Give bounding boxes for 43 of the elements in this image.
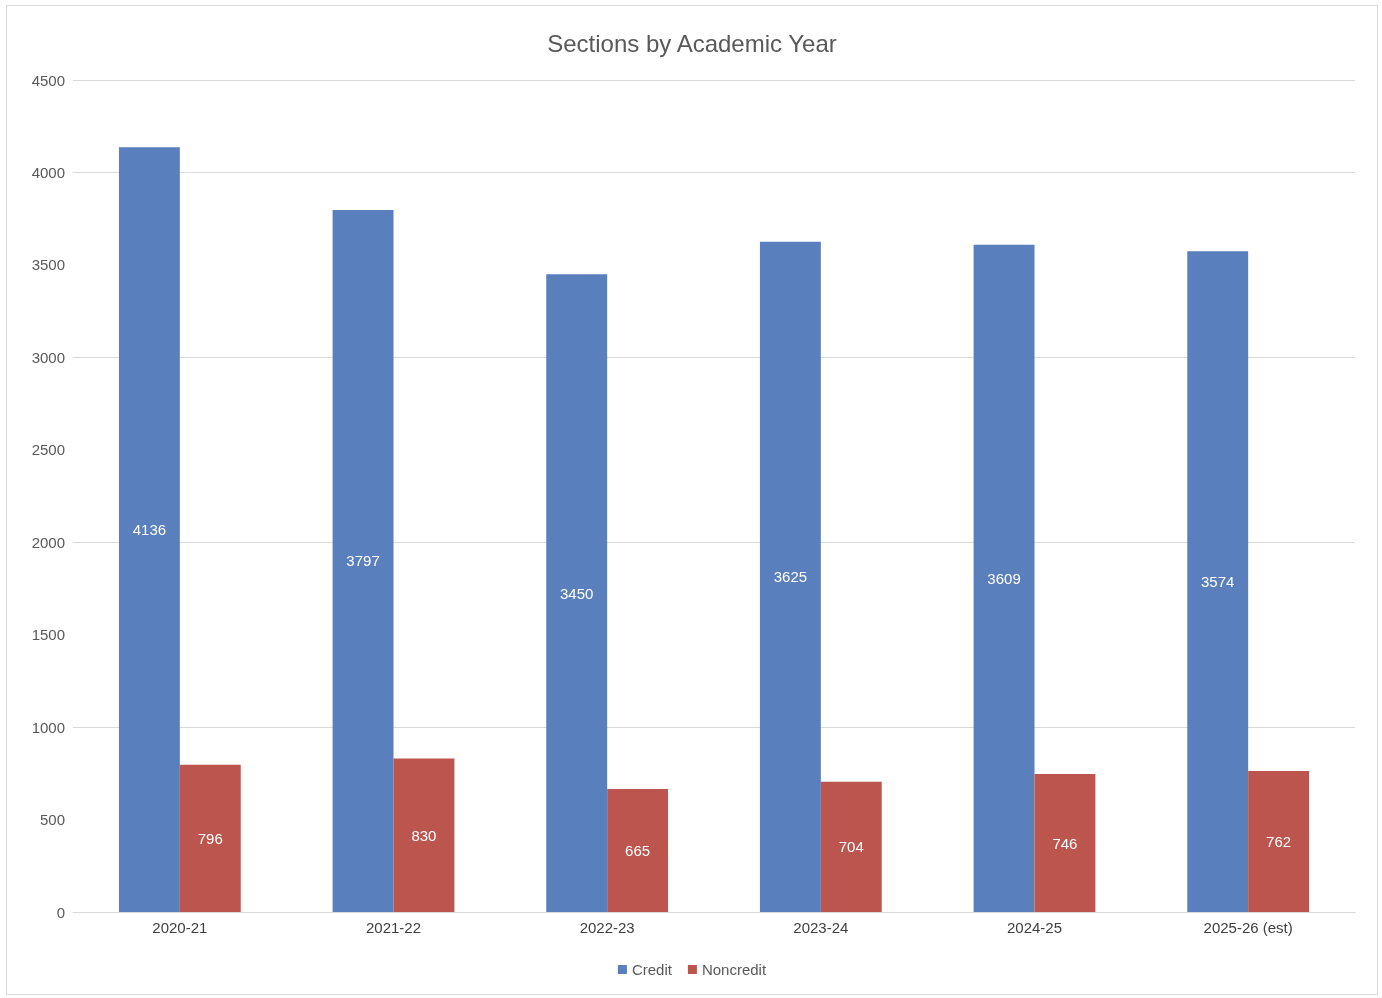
data-label: 4136 [132,521,167,539]
x-tick-label: 2023-24 [793,919,849,936]
bar [546,274,608,912]
bar [759,241,821,912]
data-label: 665 [625,842,651,860]
x-tick-label: 2024-25 [1006,919,1063,936]
bar [607,789,669,912]
y-tick-label: 2500 [31,441,65,459]
y-tick-label: 500 [39,811,65,829]
y-tick-label: 1000 [31,718,65,736]
y-tick-label: 4500 [31,71,65,89]
data-label: 3574 [1201,573,1235,591]
data-label: 3797 [346,552,380,570]
data-label: 796 [197,829,223,847]
y-tick-label: 0 [56,903,65,921]
bar [118,147,180,912]
bar [179,764,241,912]
bar [1248,771,1310,912]
data-label: 3450 [560,584,594,602]
y-tick-label: 4000 [31,163,65,181]
data-label: 746 [1052,834,1078,852]
data-label: 3625 [773,568,808,586]
x-tick-label: 2020-21 [152,919,208,936]
legend-label: Noncredit [701,961,767,978]
x-tick-label: 2022-23 [579,919,635,936]
data-label: 830 [411,826,437,844]
data-label: 762 [1266,833,1292,851]
data-label: 3609 [987,569,1021,587]
x-tick-label: 2025-26 (est) [1203,919,1293,936]
y-tick-label: 3500 [31,256,65,274]
bar [1034,774,1096,912]
bar [393,758,455,912]
bar [973,244,1035,912]
x-tick-label: 2021-22 [365,919,422,936]
y-tick-label: 2000 [31,533,65,551]
chart-title: Sections by Academic Year [547,29,837,57]
y-tick-label: 1500 [31,626,65,644]
bar [820,781,882,912]
data-label: 704 [838,838,864,856]
bar [1187,251,1249,912]
legend-label: Credit [631,961,673,978]
y-tick-label: 3000 [31,348,65,366]
bar [332,209,394,912]
